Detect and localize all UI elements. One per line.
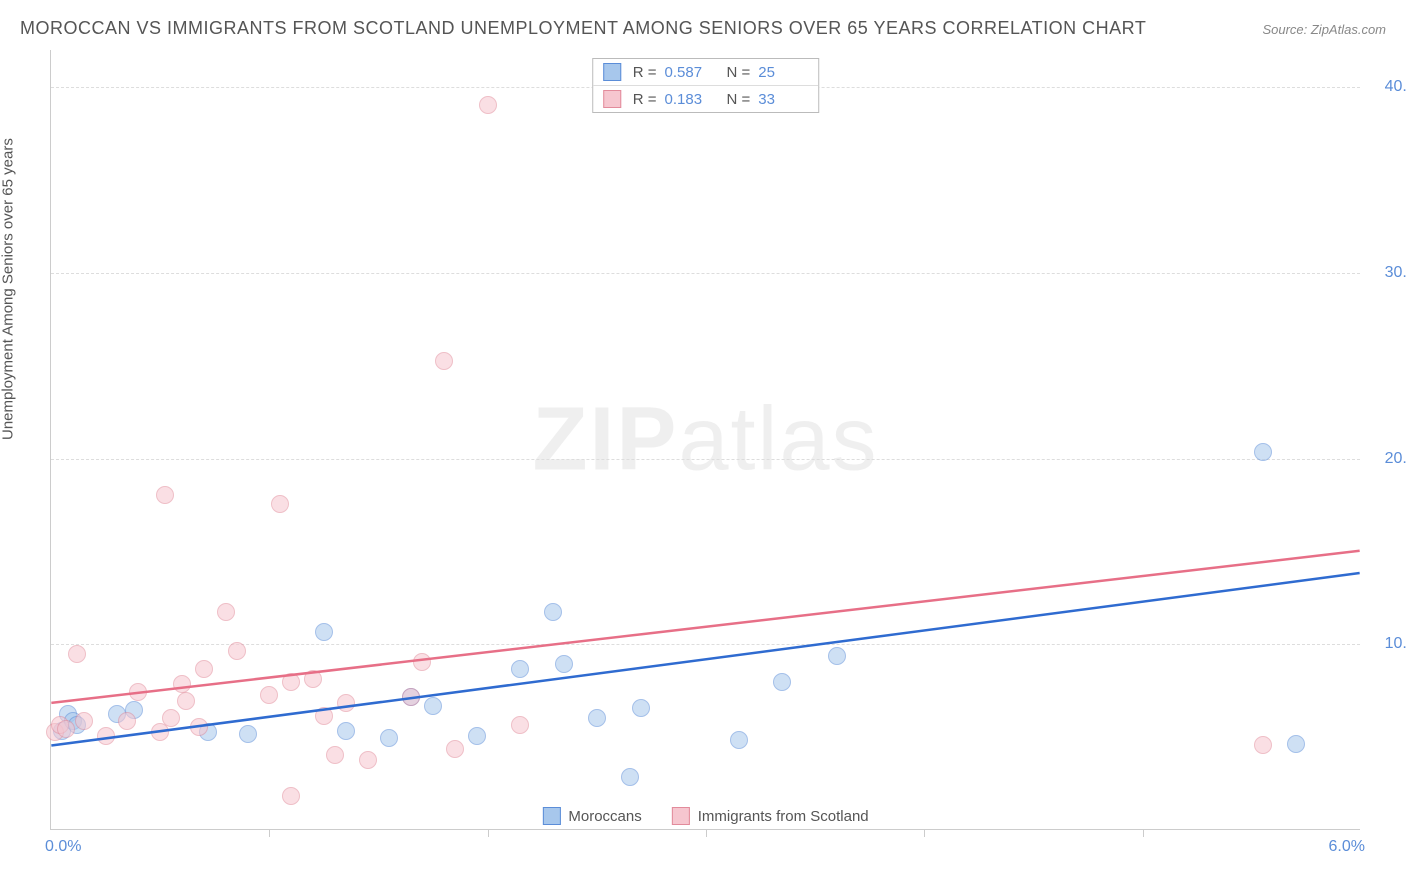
grid-line bbox=[51, 459, 1360, 460]
legend-bottom: Moroccans Immigrants from Scotland bbox=[542, 807, 868, 825]
data-point bbox=[68, 645, 86, 663]
data-point bbox=[315, 707, 333, 725]
legend-stats-row: R = 0.183 N = 33 bbox=[593, 85, 819, 112]
y-tick-label: 10.0% bbox=[1370, 635, 1406, 653]
x-min-label: 0.0% bbox=[45, 838, 81, 856]
data-point bbox=[118, 712, 136, 730]
data-point bbox=[1254, 736, 1272, 754]
x-max-label: 6.0% bbox=[1329, 838, 1365, 856]
data-point bbox=[75, 712, 93, 730]
data-point bbox=[57, 720, 75, 738]
data-point bbox=[239, 725, 257, 743]
stat-r-label: R = bbox=[633, 64, 657, 81]
data-point bbox=[282, 673, 300, 691]
trend-line bbox=[51, 573, 1359, 745]
data-point bbox=[511, 716, 529, 734]
legend-label: Moroccans bbox=[568, 808, 641, 825]
data-point bbox=[195, 660, 213, 678]
x-tick bbox=[706, 829, 707, 837]
data-point bbox=[511, 660, 529, 678]
data-point bbox=[773, 673, 791, 691]
y-tick-label: 20.0% bbox=[1370, 450, 1406, 468]
data-point bbox=[828, 647, 846, 665]
legend-item: Moroccans bbox=[542, 807, 641, 825]
legend-swatch bbox=[542, 807, 560, 825]
data-point bbox=[326, 746, 344, 764]
chart-title: MOROCCAN VS IMMIGRANTS FROM SCOTLAND UNE… bbox=[20, 18, 1146, 39]
y-axis-title: Unemployment Among Seniors over 65 years bbox=[0, 138, 17, 440]
data-point bbox=[730, 731, 748, 749]
y-tick-label: 40.0% bbox=[1370, 78, 1406, 96]
trend-lines bbox=[51, 50, 1360, 829]
data-point bbox=[446, 740, 464, 758]
title-bar: MOROCCAN VS IMMIGRANTS FROM SCOTLAND UNE… bbox=[20, 18, 1386, 39]
y-tick-label: 30.0% bbox=[1370, 264, 1406, 282]
data-point bbox=[260, 686, 278, 704]
source-attribution: Source: ZipAtlas.com bbox=[1262, 22, 1386, 37]
trend-line bbox=[51, 551, 1359, 703]
data-point bbox=[228, 642, 246, 660]
watermark: ZIPatlas bbox=[532, 388, 878, 491]
data-point bbox=[282, 787, 300, 805]
legend-swatch bbox=[672, 807, 690, 825]
stat-n-value: 33 bbox=[758, 91, 808, 108]
data-point bbox=[97, 727, 115, 745]
x-axis-labels: 0.0% 6.0% bbox=[50, 838, 1360, 868]
legend-stats-box: R = 0.587 N = 25 R = 0.183 N = 33 bbox=[592, 58, 820, 113]
data-point bbox=[413, 653, 431, 671]
data-point bbox=[424, 697, 442, 715]
stat-n-label: N = bbox=[727, 91, 751, 108]
data-point bbox=[555, 655, 573, 673]
data-point bbox=[402, 688, 420, 706]
data-point bbox=[190, 718, 208, 736]
x-tick bbox=[1143, 829, 1144, 837]
stat-r-value: 0.183 bbox=[665, 91, 715, 108]
stat-r-label: R = bbox=[633, 91, 657, 108]
data-point bbox=[1254, 443, 1272, 461]
data-point bbox=[177, 692, 195, 710]
plot-area: ZIPatlas 10.0%20.0%30.0%40.0% R =0.587N … bbox=[50, 50, 1360, 830]
stat-r-value: 0.587 bbox=[665, 64, 715, 81]
data-point bbox=[1287, 735, 1305, 753]
x-tick bbox=[488, 829, 489, 837]
data-point bbox=[337, 694, 355, 712]
data-point bbox=[271, 495, 289, 513]
data-point bbox=[621, 768, 639, 786]
data-point bbox=[173, 675, 191, 693]
stat-n-value: 25 bbox=[758, 64, 808, 81]
legend-label: Immigrants from Scotland bbox=[698, 808, 869, 825]
legend-item: Immigrants from Scotland bbox=[672, 807, 869, 825]
legend-stats-row: R = 0.587 N = 25 bbox=[593, 59, 819, 85]
data-point bbox=[468, 727, 486, 745]
data-point bbox=[588, 709, 606, 727]
data-point bbox=[435, 352, 453, 370]
data-point bbox=[337, 722, 355, 740]
watermark-rest: atlas bbox=[678, 389, 878, 489]
data-point bbox=[479, 96, 497, 114]
data-point bbox=[217, 603, 235, 621]
data-point bbox=[315, 623, 333, 641]
x-tick bbox=[269, 829, 270, 837]
data-point bbox=[129, 683, 147, 701]
data-point bbox=[544, 603, 562, 621]
data-point bbox=[304, 670, 322, 688]
legend-swatch bbox=[603, 63, 621, 81]
data-point bbox=[380, 729, 398, 747]
legend-swatch bbox=[603, 90, 621, 108]
data-point bbox=[359, 751, 377, 769]
x-tick bbox=[924, 829, 925, 837]
grid-line bbox=[51, 644, 1360, 645]
grid-line bbox=[51, 273, 1360, 274]
data-point bbox=[151, 723, 169, 741]
watermark-bold: ZIP bbox=[532, 389, 678, 489]
data-point bbox=[162, 709, 180, 727]
stat-n-label: N = bbox=[727, 64, 751, 81]
data-point bbox=[156, 486, 174, 504]
data-point bbox=[632, 699, 650, 717]
